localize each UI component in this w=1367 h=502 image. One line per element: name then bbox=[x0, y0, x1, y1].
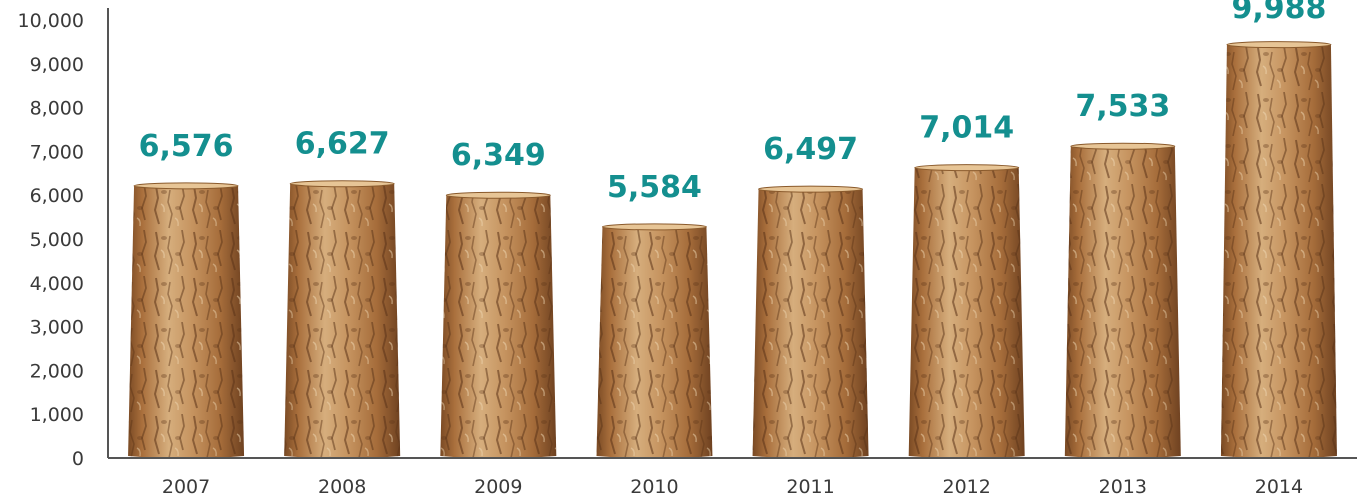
bars bbox=[128, 41, 1337, 459]
x-tick-label-2008: 2008 bbox=[318, 476, 366, 498]
bar-cap bbox=[758, 185, 864, 193]
x-tick-label-2012: 2012 bbox=[943, 476, 991, 498]
bar-2009 bbox=[440, 191, 557, 459]
bar-texture bbox=[440, 193, 557, 459]
data-label-2010: 5,584 bbox=[607, 170, 702, 205]
x-tick-label-2011: 2011 bbox=[786, 476, 834, 498]
bar-cap bbox=[1070, 142, 1176, 150]
x-tick-label-2013: 2013 bbox=[1099, 476, 1147, 498]
bar-2008 bbox=[284, 180, 401, 459]
y-tick-label: 6,000 bbox=[30, 185, 84, 207]
data-labels: 6,576 6,627 6,349 5,584 6,497 7,014 7,533 9,988 bbox=[139, 0, 1327, 205]
y-tick-label: 0 bbox=[72, 448, 84, 470]
bar-2012 bbox=[908, 164, 1025, 459]
bar-cap bbox=[133, 182, 239, 190]
bar-cap bbox=[1226, 41, 1332, 49]
bar-2010 bbox=[596, 223, 713, 459]
bar-texture bbox=[284, 181, 401, 459]
bar-cap bbox=[289, 180, 395, 188]
bar-texture bbox=[1220, 42, 1337, 459]
bar-texture bbox=[596, 224, 713, 459]
bar-texture bbox=[1064, 144, 1181, 459]
x-tick-label-2014: 2014 bbox=[1255, 476, 1303, 498]
y-tick-label: 5,000 bbox=[30, 229, 84, 251]
y-tick-label: 1,000 bbox=[30, 404, 84, 426]
bar-texture bbox=[908, 165, 1025, 459]
bar-cap bbox=[914, 164, 1020, 172]
bar-2007 bbox=[128, 182, 245, 459]
x-tick-label-2010: 2010 bbox=[630, 476, 678, 498]
y-tick-label: 2,000 bbox=[30, 360, 84, 382]
y-tick-label: 8,000 bbox=[30, 98, 84, 120]
y-tick-label: 4,000 bbox=[30, 273, 84, 295]
data-label-2008: 6,627 bbox=[295, 127, 390, 162]
data-label-2012: 7,014 bbox=[919, 111, 1014, 146]
x-axis-tick-labels: 2007 2008 2009 2010 2011 2012 2013 2014 bbox=[162, 476, 1303, 498]
y-tick-label: 3,000 bbox=[30, 317, 84, 339]
y-tick-label: 9,000 bbox=[30, 54, 84, 76]
data-label-2011: 6,497 bbox=[763, 132, 858, 167]
y-axis-tick-labels: 0 1,000 2,000 3,000 4,000 5,000 6,000 7,000 8,00… bbox=[18, 10, 84, 470]
bar-2014 bbox=[1220, 41, 1337, 459]
data-label-2014: 9,988 bbox=[1231, 0, 1326, 26]
bar-texture bbox=[752, 187, 869, 459]
y-tick-label: 10,000 bbox=[18, 10, 84, 32]
bar-cap bbox=[445, 191, 551, 199]
x-tick-label-2007: 2007 bbox=[162, 476, 210, 498]
bar-2013 bbox=[1064, 142, 1181, 459]
data-label-2009: 6,349 bbox=[451, 138, 546, 173]
x-tick-label-2009: 2009 bbox=[474, 476, 522, 498]
bar-2011 bbox=[752, 185, 869, 459]
bar-texture bbox=[128, 183, 245, 459]
y-tick-label: 7,000 bbox=[30, 141, 84, 163]
data-label-2013: 7,533 bbox=[1075, 89, 1170, 124]
bar-cap bbox=[601, 223, 707, 231]
data-label-2007: 6,576 bbox=[139, 129, 234, 164]
